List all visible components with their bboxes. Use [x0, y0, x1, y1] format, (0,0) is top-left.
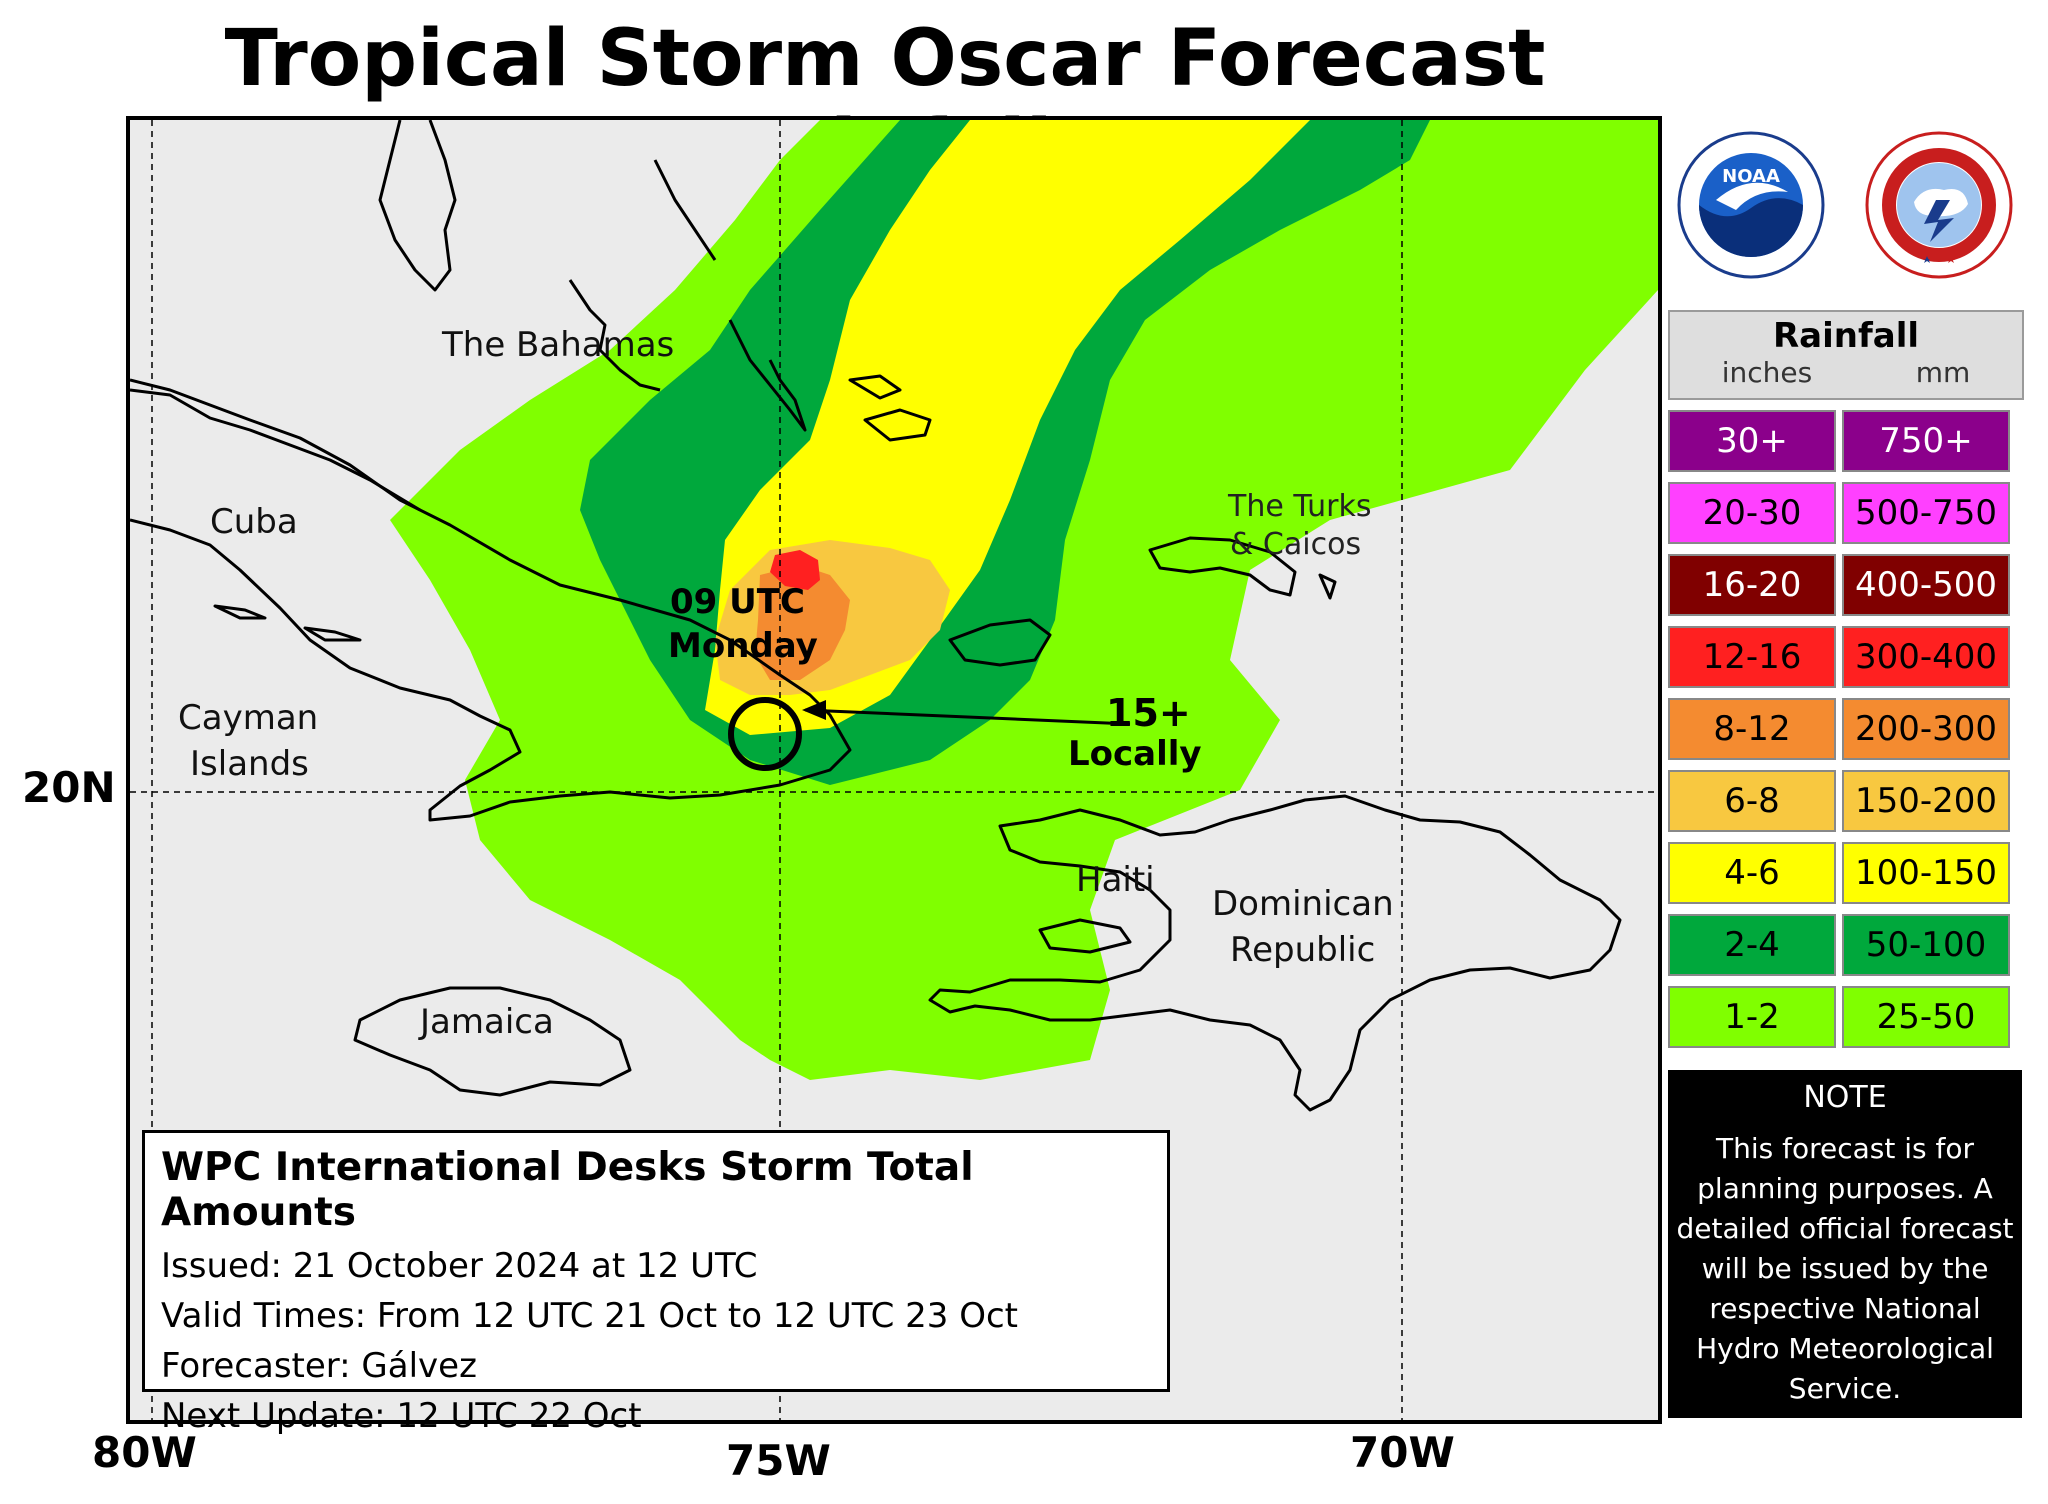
lat-label-20n: 20N	[22, 763, 116, 812]
legend-cell-inches: 4-6	[1668, 842, 1836, 904]
legend-row: 8-12 200-300	[1668, 698, 2024, 760]
storm-position-circle	[728, 697, 802, 771]
jamaica-coast	[353, 986, 632, 1097]
note-line: Hydro Meteorological	[1696, 1332, 1994, 1365]
nws-logo-icon	[1864, 130, 2014, 284]
bahamas-long	[728, 319, 807, 432]
legend-row: 4-6 100-150	[1668, 842, 2024, 904]
note-box: NOTE This forecast is for planning purpo…	[1668, 1070, 2022, 1418]
cuba-north-cays	[130, 388, 421, 512]
legend-cell-mm: 300-400	[1842, 626, 2010, 688]
rainfall-legend: Rainfall inches mm 30+ 750+ 20-30 500-750 16…	[1668, 310, 2024, 1048]
label-jamaica: Jamaica	[420, 1002, 554, 1042]
note-line: will be issued by the	[1701, 1252, 1989, 1285]
legend-cell-mm: 150-200	[1842, 770, 2010, 832]
note-line: Service.	[1788, 1372, 1902, 1405]
note-line: respective National	[1709, 1292, 1981, 1325]
cuba-coast	[130, 378, 852, 822]
locally-label-line2: Locally	[1068, 734, 1202, 774]
bahamas-andros	[378, 120, 457, 292]
noaa-logo-text: NOAA	[1722, 166, 1780, 187]
legend-cell-mm: 25-50	[1842, 986, 2010, 1048]
lon-label-75w: 75W	[726, 1436, 831, 1485]
legend-row: 1-2 25-50	[1668, 986, 2024, 1048]
map-svg	[130, 120, 1658, 1420]
label-cayman-2: Islands	[190, 744, 309, 784]
note-title: NOTE	[1803, 1080, 1887, 1115]
legend-row: 20-30 500-750	[1668, 482, 2024, 544]
lon-label-80w: 80W	[92, 1428, 197, 1477]
legend-cell-mm: 50-100	[1842, 914, 2010, 976]
info-title: WPC International Desks Storm Total Amou…	[161, 1145, 974, 1235]
legend-unit-inches: inches	[1721, 356, 1813, 389]
locally-arrow-head	[802, 700, 826, 720]
noaa-logo-icon: NOAA	[1676, 130, 1826, 284]
info-next-update: Next Update: 12 UTC 22 Oct	[161, 1396, 642, 1436]
label-turks-2: & Caicos	[1230, 527, 1362, 562]
legend-row: 6-8 150-200	[1668, 770, 2024, 832]
landfall-label-line1: 09 UTC	[670, 582, 805, 622]
forecast-info-box: WPC International Desks Storm Total Amou…	[142, 1130, 1170, 1436]
legend-cell-mm: 400-500	[1842, 554, 2010, 616]
note-line: planning purposes. A	[1697, 1172, 1993, 1205]
legend-row: 16-20 400-500	[1668, 554, 2024, 616]
info-valid: Valid Times: From 12 UTC 21 Oct to 12 UT…	[161, 1296, 1018, 1336]
legend-cell-inches: 20-30	[1668, 482, 1836, 544]
lon-label-70w: 70W	[1350, 1428, 1455, 1477]
legend-cell-inches: 2-4	[1668, 914, 1836, 976]
legend-cell-inches: 12-16	[1668, 626, 1836, 688]
legend-cell-inches: 16-20	[1668, 554, 1836, 616]
rainfall-map: The Bahamas Cuba Cayman Islands Jamaica …	[126, 116, 1662, 1424]
legend-row: 30+ 750+	[1668, 410, 2024, 472]
legend-cell-mm: 750+	[1842, 410, 2010, 472]
haiti-dr-coast	[928, 794, 1622, 1112]
bahamas-cays	[568, 279, 661, 392]
bahamas-crooked	[848, 374, 902, 400]
turks-caicos	[1148, 536, 1297, 597]
legend-cell-inches: 30+	[1668, 410, 1836, 472]
legend-unit-mm: mm	[1915, 356, 1971, 389]
label-cayman-1: Cayman	[178, 698, 319, 738]
label-cuba: Cuba	[210, 502, 298, 542]
legend-cell-inches: 1-2	[1668, 986, 1836, 1048]
legend-cell-mm: 100-150	[1842, 842, 2010, 904]
note-body: This forecast is for planning purposes. …	[1668, 1129, 2022, 1409]
legend-row: 2-4 50-100	[1668, 914, 2024, 976]
landfall-label-line2: Monday	[668, 626, 818, 666]
bahamas-exuma	[653, 159, 717, 261]
label-dr-1: Dominican	[1212, 884, 1394, 924]
coastlines	[130, 120, 1622, 1112]
note-line: This forecast is for	[1715, 1132, 1974, 1165]
cayman-2	[303, 626, 362, 642]
legend-rows: 30+ 750+ 20-30 500-750 16-20 400-500 12-16 300-…	[1668, 410, 2024, 1048]
label-haiti: Haiti	[1076, 860, 1155, 900]
note-line: detailed official forecast	[1676, 1212, 2014, 1245]
rain-area-8-12	[755, 565, 850, 680]
legend-cell-mm: 200-300	[1842, 698, 2010, 760]
gonave-island	[1038, 918, 1132, 954]
info-forecaster: Forecaster: Gálvez	[161, 1346, 477, 1386]
legend-header: Rainfall inches mm	[1668, 310, 2024, 400]
info-issued: Issued: 21 October 2024 at 12 UTC	[161, 1246, 758, 1286]
legend-cell-inches: 8-12	[1668, 698, 1836, 760]
legend-title: Rainfall	[1772, 316, 1920, 356]
bahamas-inagua	[948, 618, 1052, 667]
turks-caicos-2	[1318, 573, 1337, 600]
legend-cell-inches: 6-8	[1668, 770, 1836, 832]
label-bahamas: The Bahamas	[442, 325, 675, 365]
label-turks-1: The Turks	[1228, 489, 1372, 524]
locally-arrow-line	[804, 708, 1131, 726]
label-dr-2: Republic	[1230, 930, 1376, 970]
legend-cell-mm: 500-750	[1842, 482, 2010, 544]
locally-label-line1: 15+	[1106, 691, 1191, 735]
legend-row: 12-16 300-400	[1668, 626, 2024, 688]
cayman-1	[213, 604, 267, 620]
bahamas-acklins	[863, 408, 932, 442]
rain-area-12-16	[770, 550, 820, 590]
